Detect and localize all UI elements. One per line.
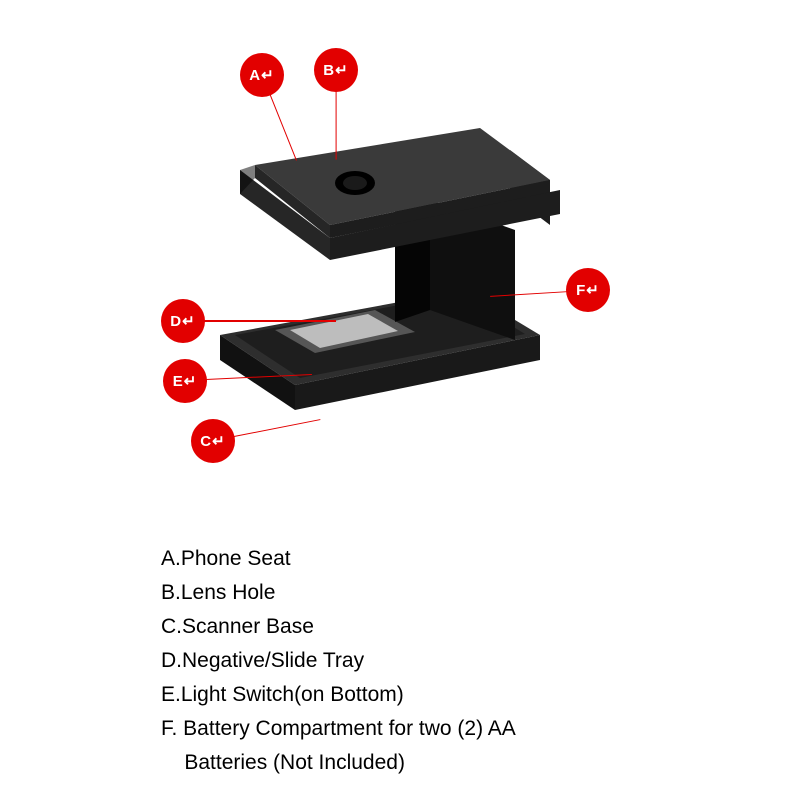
callout-label: F↵ bbox=[576, 281, 600, 299]
callout-c: C↵ bbox=[191, 419, 235, 463]
callout-label: E↵ bbox=[173, 372, 198, 390]
callout-line bbox=[335, 91, 336, 160]
legend-line: E.Light Switch(on Bottom) bbox=[161, 680, 516, 710]
legend-line: Batteries (Not Included) bbox=[161, 748, 516, 778]
callout-e: E↵ bbox=[163, 359, 207, 403]
callout-line bbox=[204, 320, 336, 321]
callout-f: F↵ bbox=[566, 268, 610, 312]
callout-a: A↵ bbox=[240, 53, 284, 97]
legend-line: C.Scanner Base bbox=[161, 612, 516, 642]
callout-label: A↵ bbox=[249, 66, 274, 84]
callout-label: C↵ bbox=[200, 432, 225, 450]
legend-line: A.Phone Seat bbox=[161, 544, 516, 574]
legend-line: D.Negative/Slide Tray bbox=[161, 646, 516, 676]
callout-label: D↵ bbox=[170, 312, 195, 330]
legend-line: B.Lens Hole bbox=[161, 578, 516, 608]
callout-d: D↵ bbox=[161, 299, 205, 343]
callout-label: B↵ bbox=[323, 61, 348, 79]
legend: A.Phone Seat B.Lens Hole C.Scanner Base D.N… bbox=[161, 540, 516, 782]
diagram-stage: A.Phone Seat B.Lens Hole C.Scanner Base D.N… bbox=[0, 0, 800, 800]
product-illustration bbox=[180, 110, 580, 450]
legend-line: F. Battery Compartment for two (2) AA bbox=[161, 714, 516, 744]
lens-hole bbox=[335, 171, 375, 195]
callout-b: B↵ bbox=[314, 48, 358, 92]
